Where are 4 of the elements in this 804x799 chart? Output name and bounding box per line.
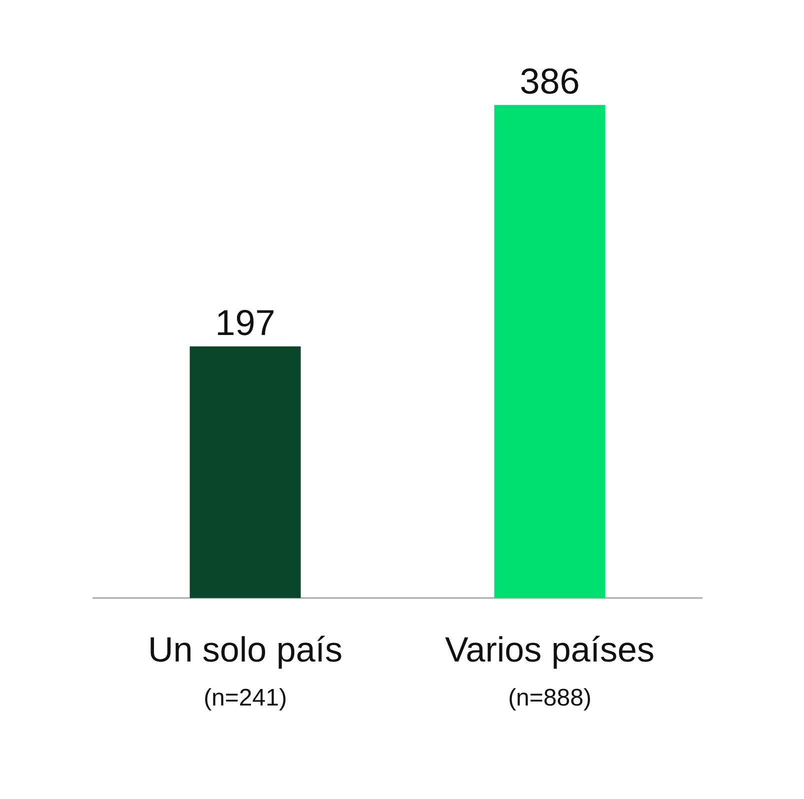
x-tick-label: Varios países (n=888): [445, 630, 654, 712]
x-tick-label: Un solo país (n=241): [148, 630, 343, 712]
data-label: 197: [215, 302, 276, 343]
data-label: 386: [520, 60, 580, 102]
